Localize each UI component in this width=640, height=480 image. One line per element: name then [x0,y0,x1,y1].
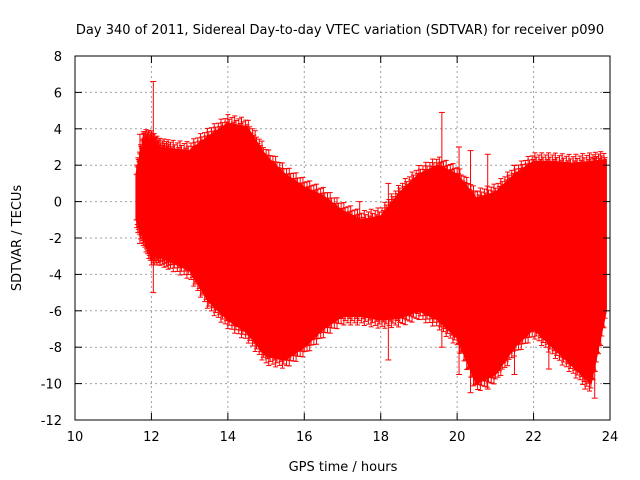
x-tick-label: 12 [143,430,160,445]
y-tick-label: 6 [54,86,62,101]
y-tick-label: -2 [49,232,62,247]
x-tick-label: 16 [296,430,313,445]
y-tick-label: -12 [41,414,62,429]
y-tick-label: -8 [49,341,62,356]
x-tick-label: 10 [67,430,84,445]
y-tick-label: -4 [49,268,62,283]
y-tick-label: 8 [54,50,62,65]
y-axis-label: SDTVAR / TECUs [10,185,25,292]
x-tick-label: 22 [525,430,542,445]
data-series [133,80,608,399]
y-tick-label: 2 [54,159,62,174]
y-tick-label: 4 [54,123,62,138]
x-tick-label: 20 [449,430,466,445]
x-axis-label: GPS time / hours [289,460,398,475]
x-tick-label: 14 [220,430,237,445]
y-tick-label: -6 [49,305,62,320]
chart-title: Day 340 of 2011, Sidereal Day-to-day VTE… [76,23,604,38]
y-tick-label: -10 [41,378,62,393]
x-tick-label: 24 [602,430,619,445]
y-tick-label: 0 [54,196,62,211]
x-tick-label: 18 [372,430,389,445]
